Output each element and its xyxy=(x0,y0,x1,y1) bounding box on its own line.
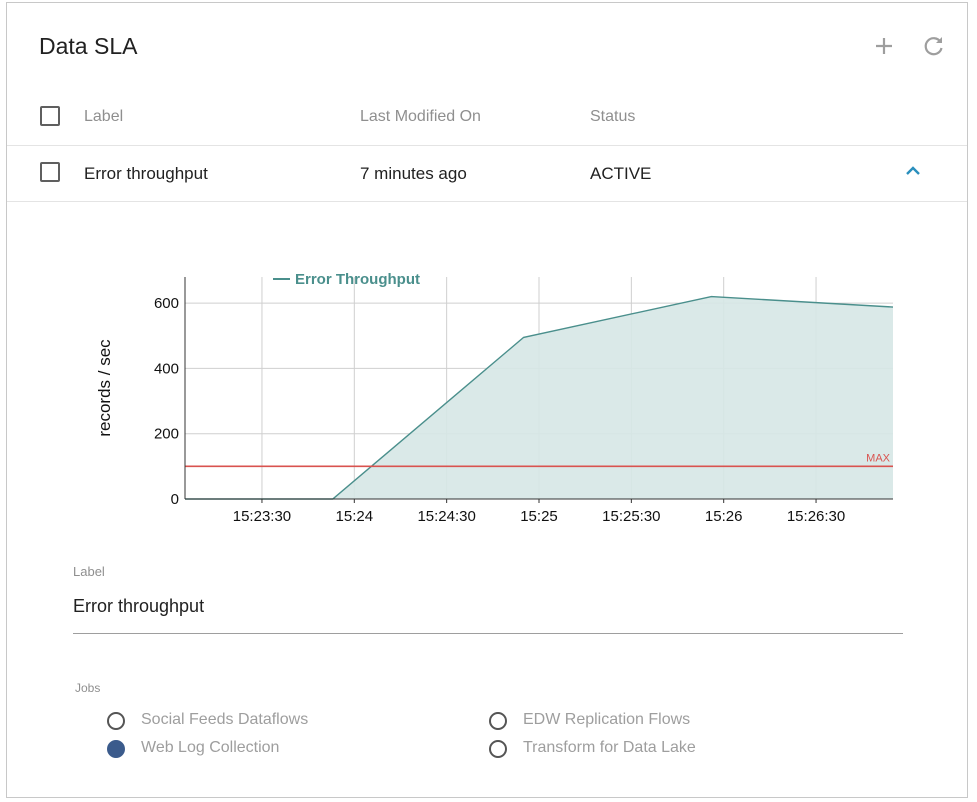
job-label: Transform for Data Lake xyxy=(523,739,696,756)
y-tick-label: 0 xyxy=(171,491,179,508)
x-tick-label: 15:26:30 xyxy=(787,508,845,525)
row-status: ACTIVE xyxy=(590,164,652,183)
table-header: Label Last Modified On Status xyxy=(7,89,967,146)
label-input[interactable]: Error throughput xyxy=(73,590,903,634)
refresh-icon[interactable] xyxy=(921,33,947,59)
x-tick-label: 15:26 xyxy=(705,508,743,525)
job-label: EDW Replication Flows xyxy=(523,711,691,728)
radio-icon[interactable] xyxy=(489,712,507,730)
max-threshold-label: MAX xyxy=(866,452,891,464)
x-tick-label: 15:24:30 xyxy=(417,508,475,525)
column-header-label[interactable]: Label xyxy=(84,108,124,125)
series-area xyxy=(185,296,893,499)
table-row[interactable]: Error throughput 7 minutes ago ACTIVE xyxy=(7,145,967,202)
column-header-status[interactable]: Status xyxy=(590,108,636,125)
plus-icon[interactable] xyxy=(871,33,897,59)
y-axis-label: records / sec xyxy=(95,339,114,437)
column-header-last-modified[interactable]: Last Modified On xyxy=(360,108,481,125)
label-field-caption: Label xyxy=(73,564,105,579)
x-tick-label: 15:23:30 xyxy=(233,508,291,525)
radio-icon[interactable] xyxy=(107,712,125,730)
x-tick-label: 15:25 xyxy=(520,508,558,525)
data-sla-panel: Data SLA Label Last Modified On Status E… xyxy=(6,2,968,798)
y-tick-label: 200 xyxy=(154,426,179,443)
panel-title: Data SLA xyxy=(39,33,138,59)
error-throughput-chart: MAX 0 200 400 600 15:23:30 15:24 15:24:30 15:25 1… xyxy=(95,271,894,525)
y-tick-label: 400 xyxy=(154,360,179,377)
x-tick-label: 15:24 xyxy=(336,508,374,525)
chevron-up-icon[interactable] xyxy=(903,161,923,181)
y-tick-label: 600 xyxy=(154,295,179,312)
row-label: Error throughput xyxy=(84,164,208,183)
jobs-caption: Jobs xyxy=(75,681,101,695)
radio-selected-icon[interactable] xyxy=(107,740,125,758)
select-all-checkbox[interactable] xyxy=(40,106,60,126)
job-label: Web Log Collection xyxy=(141,739,280,756)
radio-icon[interactable] xyxy=(489,740,507,758)
x-tick-label: 15:25:30 xyxy=(602,508,660,525)
row-checkbox[interactable] xyxy=(40,162,60,182)
job-label: Social Feeds Dataflows xyxy=(141,711,309,728)
legend-entry: Error Throughput xyxy=(295,271,420,288)
row-last-modified: 7 minutes ago xyxy=(360,164,467,183)
